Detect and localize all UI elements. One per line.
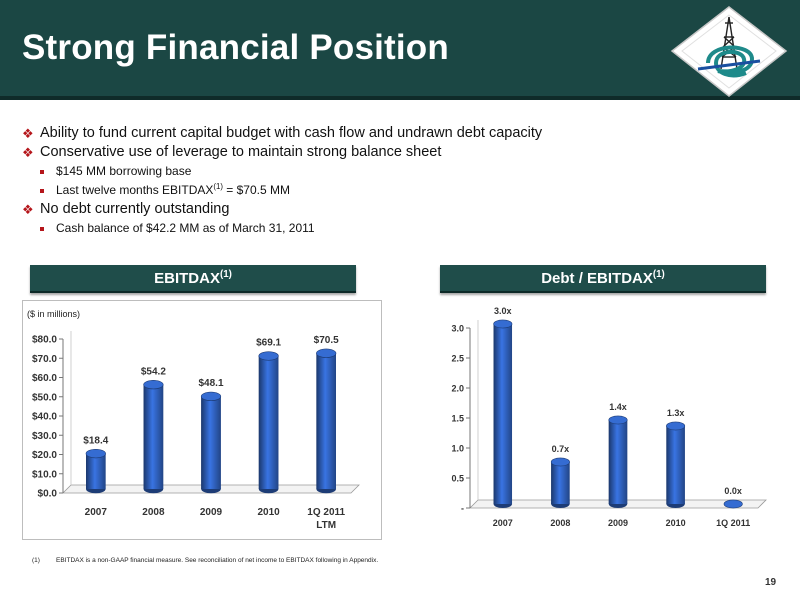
y-tick-label: 2.5 bbox=[451, 354, 464, 364]
y-tick-label: $50.0 bbox=[32, 392, 57, 403]
square-bullet-icon bbox=[40, 188, 44, 193]
y-tick-label: 0.5 bbox=[451, 474, 464, 484]
y-tick-label: $20.0 bbox=[32, 450, 57, 461]
bullet-text: Conservative use of leverage to maintain… bbox=[40, 144, 442, 160]
bullet-text: Ability to fund current capital budget w… bbox=[40, 125, 543, 141]
ebitdax-chart: $0.0 $10.0 $20.0 $30.0 $40.0 $50.0 $60.0 $70.0 $… bbox=[22, 300, 382, 540]
data-label: 1.3x bbox=[667, 408, 685, 418]
data-label: $69.1 bbox=[256, 338, 281, 349]
bar bbox=[86, 453, 106, 494]
ebitdax-chart-svg: $0.0 $10.0 $20.0 $30.0 $40.0 $50.0 $60.0 $70.0 $… bbox=[27, 309, 360, 531]
bullet-text: No debt currently outstanding bbox=[40, 201, 230, 217]
x-tick-label: 2009 bbox=[200, 507, 223, 518]
bar-top bbox=[258, 351, 279, 361]
bar-top bbox=[143, 380, 164, 390]
bullet-item: ❖ Conservative use of leverage to mainta… bbox=[22, 143, 782, 162]
square-bullet-icon bbox=[40, 169, 44, 174]
y-tick-label: 3.0 bbox=[451, 324, 464, 334]
data-label: 3.0x bbox=[494, 306, 512, 316]
sub-bullet-item: Last twelve months EBITDAX(1) = $70.5 MM bbox=[22, 181, 782, 200]
data-label: 1.4x bbox=[609, 402, 627, 412]
footnote: (1) EBITDAX is a non-GAAP financial measu… bbox=[32, 557, 378, 564]
x-tick-label: 1Q 2011 bbox=[307, 507, 345, 518]
y-tick-label: $60.0 bbox=[32, 373, 57, 384]
unit-note: ($ in millions) bbox=[27, 309, 80, 319]
x-tick-label: 2008 bbox=[550, 518, 570, 528]
x-tick-label: 1Q 2011 bbox=[716, 518, 750, 528]
y-tick-label: $0.0 bbox=[38, 489, 58, 500]
data-label: 0.0x bbox=[724, 486, 742, 496]
y-tick-label: $40.0 bbox=[32, 412, 57, 423]
data-label: $48.1 bbox=[198, 378, 223, 389]
bar-top bbox=[666, 421, 686, 431]
bar bbox=[143, 384, 164, 494]
y-tick-label: 1.5 bbox=[451, 414, 464, 424]
sub-bullet-text: $145 MM borrowing base bbox=[56, 164, 192, 178]
bullet-item: ❖ No debt currently outstanding bbox=[22, 200, 782, 219]
sub-bullet-item: Cash balance of $42.2 MM as of March 31,… bbox=[22, 219, 782, 238]
y-tick-label: 2.0 bbox=[451, 384, 464, 394]
square-bullet-icon bbox=[40, 226, 44, 231]
x-tick-sublabel: LTM bbox=[316, 520, 336, 531]
panel-title: EBITDAX(1) bbox=[154, 268, 232, 287]
sub-bullet-item: $145 MM borrowing base bbox=[22, 162, 782, 181]
debt-ebitdax-chart-svg: - 0.5 1.0 1.5 2.0 2.5 3.0 3.0x 2007 0.7x 2008 1.4x 2… bbox=[451, 306, 767, 528]
x-tick-label: 2010 bbox=[666, 518, 686, 528]
company-logo bbox=[670, 6, 788, 97]
bullet-list: ❖ Ability to fund current capital budget… bbox=[22, 124, 782, 238]
y-tick-label: $80.0 bbox=[32, 335, 57, 346]
footnote-text: EBITDAX is a non-GAAP financial measure.… bbox=[56, 557, 379, 564]
bullet-item: ❖ Ability to fund current capital budget… bbox=[22, 124, 782, 143]
data-label: $18.4 bbox=[83, 435, 108, 446]
y-tick-label: - bbox=[461, 504, 464, 514]
x-tick-label: 2007 bbox=[493, 518, 513, 528]
bar-top bbox=[200, 391, 222, 402]
bar bbox=[201, 396, 221, 494]
debt-ebitdax-chart: - 0.5 1.0 1.5 2.0 2.5 3.0 3.0x 2007 0.7x 2008 1.4x 2… bbox=[440, 300, 785, 540]
x-tick-label: 2010 bbox=[257, 507, 280, 518]
bar bbox=[608, 420, 628, 509]
diamond-bullet-icon: ❖ bbox=[22, 126, 34, 141]
y-tick-label: $30.0 bbox=[32, 431, 57, 442]
debt-ebitdax-panel-header: Debt / EBITDAX(1) bbox=[440, 265, 766, 293]
bar bbox=[666, 426, 685, 509]
data-label: 0.7x bbox=[552, 444, 570, 454]
data-label: $70.5 bbox=[314, 335, 339, 346]
bar bbox=[258, 355, 279, 494]
bar bbox=[316, 353, 336, 494]
y-tick-label: $10.0 bbox=[32, 469, 57, 480]
ebitdax-panel-header: EBITDAX(1) bbox=[30, 265, 356, 293]
y-tick-label: $70.0 bbox=[32, 354, 57, 365]
bar-top bbox=[723, 499, 743, 509]
bar-top bbox=[550, 457, 570, 467]
x-tick-label: 2009 bbox=[608, 518, 628, 528]
bar-top bbox=[493, 319, 513, 329]
x-tick-label: 2007 bbox=[85, 507, 108, 518]
sub-bullet-text: Cash balance of $42.2 MM as of March 31,… bbox=[56, 221, 315, 235]
diamond-bullet-icon: ❖ bbox=[22, 202, 34, 217]
slide-header: Strong Financial Position bbox=[0, 0, 800, 100]
bar bbox=[493, 324, 513, 509]
bar-top bbox=[608, 415, 628, 425]
bar-top bbox=[316, 348, 337, 358]
x-tick-label: 2008 bbox=[142, 507, 165, 518]
bar bbox=[551, 462, 570, 509]
sub-bullet-text: Last twelve months EBITDAX(1) = $70.5 MM bbox=[56, 182, 290, 197]
footnote-number: (1) bbox=[32, 557, 40, 564]
diamond-bullet-icon: ❖ bbox=[22, 145, 34, 160]
data-label: $54.2 bbox=[141, 366, 166, 377]
panel-title: Debt / EBITDAX(1) bbox=[541, 268, 665, 287]
page-number: 19 bbox=[765, 577, 777, 588]
slide-title: Strong Financial Position bbox=[22, 28, 449, 67]
y-tick-label: 1.0 bbox=[451, 444, 464, 454]
bar-top bbox=[85, 448, 106, 459]
